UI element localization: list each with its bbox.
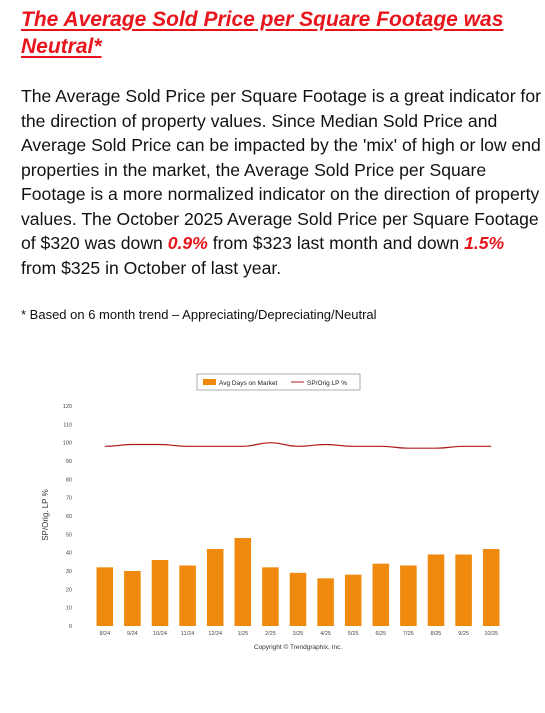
x-tick-label: 2/25 xyxy=(265,631,276,637)
headline-line-2: Neutral* xyxy=(21,35,102,58)
y-tick-label: 10 xyxy=(66,606,72,612)
bar-avg-days-on-market xyxy=(234,538,252,626)
bar-avg-days-on-market xyxy=(372,563,390,626)
x-tick-label: 1/25 xyxy=(237,631,248,637)
legend-bar-swatch xyxy=(203,379,216,385)
body-text-3: from $325 in October of last year. xyxy=(21,257,282,278)
bar-avg-days-on-market xyxy=(206,549,224,626)
y-axis-label: SP/Orig. LP % xyxy=(41,489,50,540)
x-tick-label: 10/24 xyxy=(153,631,167,637)
bar-avg-days-on-market xyxy=(289,572,307,626)
legend-box xyxy=(196,373,361,391)
bar-avg-days-on-market xyxy=(455,554,472,626)
series-line-sp-orig-lp xyxy=(104,442,492,449)
x-tick-label: 5/25 xyxy=(348,631,359,637)
x-tick-label: 11/24 xyxy=(181,631,194,637)
bar-avg-days-on-market xyxy=(96,567,114,626)
y-tick-label: 120 xyxy=(63,404,72,410)
bar-avg-days-on-market xyxy=(427,554,445,626)
bar-avg-days-on-market xyxy=(482,549,500,626)
headline-line-1: The Average Sold Price per Square Footag… xyxy=(21,8,504,31)
bar-avg-days-on-market xyxy=(400,565,417,626)
x-tick-label: 3/25 xyxy=(293,631,304,637)
y-tick-label: 90 xyxy=(66,459,72,465)
body-text-2: from $323 last month and down xyxy=(207,233,465,253)
month-change-percent: 0.9% xyxy=(167,233,208,253)
x-tick-label: 10/25 xyxy=(484,631,498,637)
legend-bar-label: Avg Days on Market xyxy=(219,380,278,387)
y-tick-label: 0 xyxy=(69,624,72,630)
x-tick-label: 6/25 xyxy=(375,631,386,637)
y-tick-label: 100 xyxy=(63,441,72,447)
x-tick-label: 8/25 xyxy=(431,631,442,637)
x-tick-label: 9/25 xyxy=(458,631,469,637)
legend-line-label: SP/Orig LP % xyxy=(307,380,347,387)
bar-avg-days-on-market xyxy=(151,560,169,626)
y-tick-label: 50 xyxy=(66,532,72,538)
y-tick-label: 20 xyxy=(66,587,72,593)
year-change-percent: 1.5% xyxy=(464,233,505,253)
y-tick-label: 70 xyxy=(66,496,72,502)
chart-legend: Avg Days on Market SP/Orig LP % xyxy=(196,373,361,391)
x-tick-label: 4/25 xyxy=(320,631,331,637)
y-tick-label: 40 xyxy=(66,551,72,557)
chart-copyright: Copyright © Trendgraphix, Inc. xyxy=(254,643,342,651)
y-tick-label: 110 xyxy=(63,422,72,428)
x-tick-label: 12/24 xyxy=(208,631,222,637)
x-tick-label: 9/24 xyxy=(127,631,138,637)
x-tick-label: 7/25 xyxy=(403,631,414,637)
body-paragraph: The Average Sold Price per Square Footag… xyxy=(21,84,541,280)
bar-avg-days-on-market xyxy=(262,567,279,626)
bar-avg-days-on-market xyxy=(317,578,334,626)
bar-avg-days-on-market xyxy=(124,571,141,626)
y-tick-label: 80 xyxy=(66,477,72,483)
body-text-1: The Average Sold Price per Square Footag… xyxy=(21,86,541,253)
y-tick-label: 60 xyxy=(66,514,72,520)
x-tick-label: 8/24 xyxy=(99,631,110,637)
days-on-market-chart: Avg Days on Market SP/Orig LP % SP/Orig.… xyxy=(41,373,500,651)
bar-avg-days-on-market xyxy=(179,565,196,626)
y-tick-label: 30 xyxy=(66,569,72,575)
bar-avg-days-on-market xyxy=(344,574,362,626)
headline: The Average Sold Price per Square Footag… xyxy=(21,6,536,60)
trend-footnote: * Based on 6 month trend – Appreciating/… xyxy=(21,307,377,322)
